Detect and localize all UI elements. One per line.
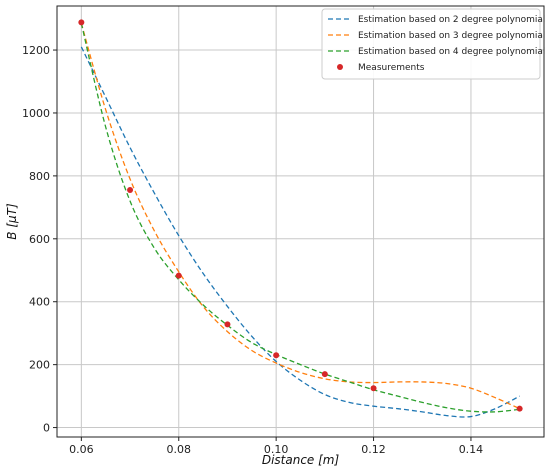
y-tick-label: 1000 [22,107,50,120]
measurement-point [78,19,85,26]
y-tick-label: 600 [29,233,50,246]
legend-entry-label: Estimation based on 4 degree polynomial [358,47,545,57]
measurement-point [516,405,523,412]
measurement-point [273,352,280,359]
legend-entry-label: Estimation based on 3 degree polynomial [358,31,545,41]
series-line [80,23,520,410]
x-tick-label: 0.06 [69,443,94,456]
measurement-point [127,187,134,194]
series-line [80,23,520,413]
x-tick-label: 0.10 [264,443,289,456]
x-axis-label: Distance [m] [262,453,340,467]
plot-area [56,5,545,438]
legend: Estimation based on 2 degree polynomial E… [321,8,545,80]
legend-entry-label: Measurements [358,63,425,73]
series-layer [78,19,523,418]
grid-lines [57,6,544,437]
legend-box [321,8,541,80]
legend-entry-label: Estimation based on 2 degree polynomial [358,15,545,25]
measurement-point [175,272,182,279]
legend-marker [337,64,343,70]
y-tick-label: 0 [43,422,50,435]
x-tick-label: 0.12 [361,443,386,456]
measurement-point [370,385,377,392]
y-tick-label: 1200 [22,44,50,57]
measurement-point [224,321,231,328]
x-tick-label: 0.08 [167,443,192,456]
axis-ticks: 0.06 0.08 0.10 0.12 0.14 0 200 400 600 800 1000 120… [22,44,483,456]
x-tick-label: 0.14 [459,443,484,456]
y-tick-label: 800 [29,170,50,183]
y-tick-label: 200 [29,359,50,372]
y-axis-label: B [μT] [5,203,19,240]
y-tick-label: 400 [29,296,50,309]
series-line [80,46,520,418]
measurement-point [321,371,328,378]
